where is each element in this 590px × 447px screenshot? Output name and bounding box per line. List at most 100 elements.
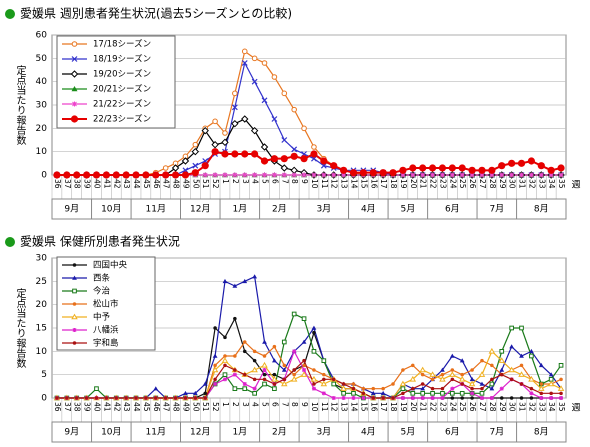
marker: [222, 278, 228, 284]
marker: [252, 349, 257, 354]
marker: [509, 396, 514, 400]
marker: [499, 348, 505, 354]
marker: [271, 116, 278, 122]
marker: [409, 375, 417, 382]
month-label: 5月: [400, 427, 415, 438]
marker: [271, 172, 277, 178]
marker: [203, 396, 207, 400]
marker: [232, 386, 238, 392]
x-tick-label: 14: [349, 402, 358, 412]
marker: [301, 125, 307, 132]
y-tick-label: 5: [41, 370, 47, 380]
marker: [399, 166, 407, 174]
x-tick-label: 15: [359, 402, 368, 412]
marker: [162, 171, 170, 179]
x-tick-label: 3: [241, 402, 250, 407]
y-tick-label: 50: [36, 54, 48, 64]
marker: [529, 391, 534, 396]
y-tick-label: 30: [36, 101, 48, 111]
x-tick-label: 15: [359, 179, 368, 189]
marker: [508, 366, 515, 373]
marker: [411, 363, 415, 368]
marker: [478, 371, 486, 377]
marker: [72, 263, 77, 267]
x-tick-label: 11: [320, 179, 329, 189]
month-label: 6月: [445, 427, 460, 438]
marker: [181, 157, 190, 165]
marker: [281, 172, 287, 178]
marker: [419, 164, 427, 172]
y-tick-label: 30: [36, 254, 48, 264]
month-label: 4月: [361, 427, 376, 438]
x-tick-label: 49: [181, 402, 190, 412]
marker: [72, 101, 77, 107]
marker: [242, 278, 248, 284]
marker: [331, 396, 336, 400]
marker: [557, 164, 565, 172]
x-tick-label: 32: [527, 179, 536, 189]
marker: [468, 166, 476, 174]
y-tick-label: 40: [36, 77, 48, 87]
marker: [371, 396, 376, 400]
marker: [94, 396, 99, 400]
marker: [102, 171, 110, 179]
marker: [428, 164, 437, 172]
marker: [271, 74, 278, 80]
x-tick-label: 1: [221, 402, 230, 407]
x-tick-label: 5: [261, 402, 270, 407]
marker: [242, 372, 247, 377]
x-tick-label: 27: [478, 402, 487, 412]
marker: [312, 330, 316, 335]
marker: [252, 377, 257, 382]
marker: [469, 172, 475, 178]
marker: [321, 391, 326, 396]
marker: [559, 391, 563, 396]
y-tick-label: 25: [36, 277, 47, 287]
x-tick-label: 7: [280, 402, 289, 407]
marker: [301, 339, 307, 344]
x-unit-label: 週: [571, 403, 580, 414]
marker: [252, 358, 257, 363]
month-label: 6月: [445, 204, 460, 215]
y-tick-label: 60: [36, 31, 48, 41]
marker: [261, 97, 268, 104]
x-tick-label: 43: [122, 402, 131, 412]
legend-label: 西条: [93, 273, 111, 284]
marker: [341, 172, 347, 178]
marker: [400, 396, 405, 400]
marker: [548, 372, 554, 377]
x-tick-label: 37: [63, 402, 72, 412]
marker: [479, 172, 485, 178]
marker: [290, 152, 298, 160]
marker: [262, 354, 267, 358]
marker: [470, 386, 474, 391]
marker: [312, 382, 316, 386]
x-tick-label: 18: [389, 402, 398, 412]
x-tick-label: 46: [152, 402, 161, 412]
legend-label: 21/22シーズン: [93, 99, 151, 110]
x-tick-label: 33: [537, 179, 546, 189]
series-line: [56, 150, 562, 176]
series-line: [56, 359, 562, 399]
marker: [213, 382, 218, 386]
x-tick-label: 28: [488, 402, 497, 412]
legend-label: 八幡浜: [93, 325, 119, 336]
x-tick-label: 39: [83, 179, 92, 189]
month-label: 11月: [146, 204, 166, 215]
marker: [449, 371, 456, 377]
marker: [349, 169, 358, 177]
x-tick-label: 41: [102, 402, 111, 412]
x-tick-label: 11: [320, 402, 329, 412]
marker: [212, 118, 218, 125]
x-tick-label: 12: [330, 402, 339, 412]
marker: [65, 396, 69, 400]
marker: [272, 386, 277, 392]
marker: [459, 390, 465, 396]
x-tick-label: 30: [508, 179, 517, 189]
month-label: 3月: [316, 204, 331, 215]
marker: [469, 376, 475, 382]
x-tick-label: 4: [251, 179, 260, 184]
marker: [370, 390, 376, 396]
marker: [450, 377, 455, 382]
marker: [479, 390, 485, 396]
